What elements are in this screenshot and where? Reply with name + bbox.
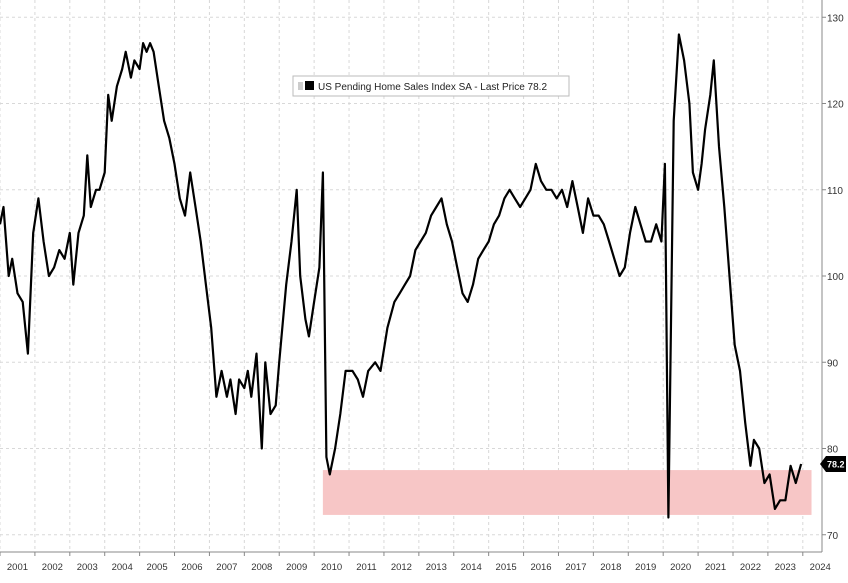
x-tick-label: 2019 xyxy=(635,562,656,573)
x-tick-label: 2004 xyxy=(112,562,133,573)
x-tick-label: 2014 xyxy=(461,562,482,573)
x-tick-label: 2021 xyxy=(705,562,726,573)
x-tick-label: 2017 xyxy=(565,562,586,573)
x-tick-label: 2010 xyxy=(321,562,342,573)
x-tick-label: 2006 xyxy=(181,562,202,573)
x-tick-label: 2009 xyxy=(286,562,307,573)
highlight-band xyxy=(322,470,812,515)
x-tick-label: 2005 xyxy=(146,562,167,573)
y-tick-label: 70 xyxy=(827,531,839,542)
x-tick-label: 2001 xyxy=(7,562,28,573)
x-tick-label: 2018 xyxy=(600,562,621,573)
x-tick-label: 2024 xyxy=(810,562,831,573)
x-tick-label: 2011 xyxy=(356,562,376,573)
y-tick-label: 120 xyxy=(827,100,844,111)
x-tick-label: 2002 xyxy=(42,562,63,573)
x-tick-label: 2007 xyxy=(216,562,237,573)
legend-handle-icon xyxy=(298,82,303,90)
last-value-badge-shape xyxy=(820,456,846,473)
y-tick-label: 90 xyxy=(827,358,839,369)
y-tick-label: 80 xyxy=(827,445,839,456)
x-tick-label: 2023 xyxy=(775,562,796,573)
y-tick-label: 100 xyxy=(827,272,844,283)
x-tick-label: 2008 xyxy=(251,562,272,573)
last-value-label: 78.2 xyxy=(827,460,845,470)
legend-entry: US Pending Home Sales Index SA - Last Pr… xyxy=(318,82,547,93)
x-tick-label: 2016 xyxy=(530,562,551,573)
legend: US Pending Home Sales Index SA - Last Pr… xyxy=(292,75,570,97)
y-tick-label: 130 xyxy=(827,13,844,24)
x-tick-label: 2015 xyxy=(496,562,517,573)
x-tick-label: 2013 xyxy=(426,562,447,573)
y-tick-label: 110 xyxy=(827,186,843,197)
legend-box xyxy=(292,75,570,97)
x-tick-label: 2012 xyxy=(391,562,412,573)
x-tick-label: 2022 xyxy=(740,562,761,573)
x-tick-label: 2003 xyxy=(77,562,98,573)
last-value-badge: 78.2 xyxy=(820,456,846,473)
legend-swatch-icon xyxy=(305,81,314,90)
series-line xyxy=(0,33,803,519)
x-axis-ticks: 2001 2002 2003 2004 2005 2006 2007 2008 2009 2010… xyxy=(0,552,831,573)
x-tick-label: 2020 xyxy=(670,562,691,573)
y-axis-ticks: 70 80 90 100 110 120 130 xyxy=(822,13,844,542)
